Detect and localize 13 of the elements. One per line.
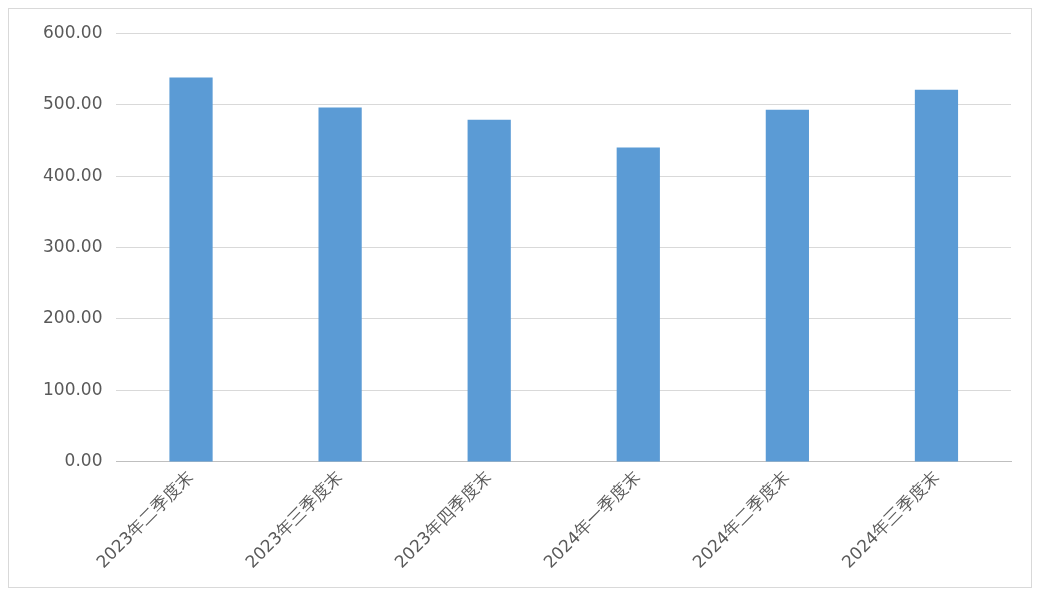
bar bbox=[616, 147, 660, 462]
y-tick-label: 500.00 bbox=[43, 93, 103, 114]
bar bbox=[914, 89, 959, 462]
bar bbox=[169, 77, 213, 462]
y-tick-label: 200.00 bbox=[43, 307, 103, 328]
bar bbox=[765, 109, 809, 462]
y-tick-label: 300.00 bbox=[43, 235, 103, 256]
y-tick-label: 100.00 bbox=[43, 378, 103, 399]
y-tick-label: 400.00 bbox=[43, 164, 103, 185]
bar bbox=[467, 119, 511, 462]
y-tick-label: 600.00 bbox=[43, 21, 103, 42]
y-tick-label: 0.00 bbox=[64, 450, 103, 471]
bar bbox=[318, 107, 362, 462]
